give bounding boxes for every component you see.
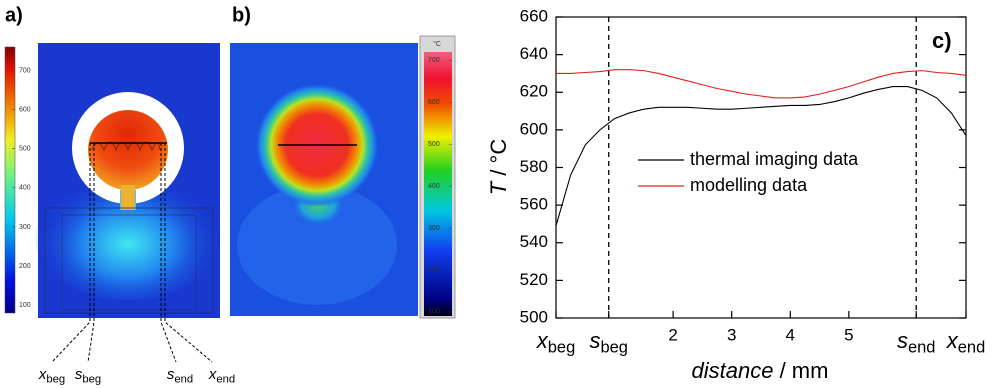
- colorbar-tick-label: 400: [19, 185, 31, 192]
- y-tick-label: 500: [520, 307, 548, 326]
- colorbar-tick-label: 700: [19, 67, 31, 74]
- x-tick-label-main: x: [536, 328, 549, 353]
- colorbar-tick-label: 500: [428, 141, 440, 148]
- y-tick-label: 540: [520, 232, 548, 251]
- y-axis-label-italic: T: [486, 180, 511, 195]
- legend-label: thermal imaging data: [690, 149, 859, 169]
- x-tick-label: xbeg: [536, 328, 576, 357]
- colorbar-tick-label: 100: [19, 302, 31, 309]
- colorbar-tick-label: 400: [428, 183, 440, 190]
- panel-label: a): [5, 4, 23, 26]
- x-tick-label-sub: end: [958, 339, 986, 357]
- y-tick-label: 620: [520, 82, 548, 101]
- colorbar-unit: °C: [433, 40, 441, 48]
- x-tick-label: 3: [727, 325, 736, 344]
- legend-label: modelling data: [690, 175, 808, 195]
- x-axis-label-rest: / mm: [773, 358, 828, 383]
- x-tick-label: xend: [946, 328, 986, 357]
- marker-label: xbeg: [38, 366, 65, 386]
- marker-label-sub: end: [216, 373, 235, 385]
- y-axis-label: T / °C: [486, 139, 511, 196]
- y-tick-label: 660: [520, 6, 548, 25]
- marker-label: send: [167, 366, 193, 386]
- colorbar-tick-label: 600: [428, 99, 440, 106]
- colorbar-tick-label: 200: [19, 263, 31, 270]
- marker-label-main: x: [208, 366, 217, 383]
- x-tick-label-sub: end: [908, 339, 936, 357]
- simulation-image: [4, 43, 223, 363]
- x-tick-label: 5: [844, 325, 853, 344]
- x-tick-label: sbeg: [589, 328, 628, 357]
- x-tick-label-sub: beg: [600, 339, 628, 357]
- marker-label-main: s: [167, 366, 175, 383]
- data-line: [556, 69, 967, 99]
- y-tick-label: 640: [520, 44, 548, 63]
- colorbar-tick-label: 300: [19, 224, 31, 231]
- data-line: [555, 86, 967, 226]
- x-tick-label: send: [897, 328, 936, 357]
- panel-label: b): [232, 4, 251, 26]
- colorbar-tick-label: 100: [428, 309, 440, 316]
- marker-label: sbeg: [75, 366, 101, 386]
- x-axis-label: distance / mm: [692, 358, 829, 383]
- colorbar-tick-label: 700: [428, 57, 440, 64]
- x-tick-label: 4: [786, 325, 795, 344]
- marker-label: xend: [208, 366, 235, 386]
- marker-label-sub: beg: [46, 373, 65, 385]
- marker-label-main: s: [75, 366, 83, 383]
- colorbar-tick-label: 300: [428, 225, 440, 232]
- y-tick-label: 580: [520, 157, 548, 176]
- colorbar-tick-label: 600: [19, 106, 31, 113]
- y-tick-label: 560: [520, 195, 548, 214]
- x-tick-label: 2: [668, 325, 677, 344]
- y-axis-label-rest: / °C: [486, 139, 511, 182]
- marker-label-sub: end: [174, 373, 193, 385]
- x-tick-label-main: s: [589, 328, 600, 353]
- thermal-image: [230, 35, 456, 319]
- colorbar-tick-label: 500: [19, 146, 31, 153]
- x-tick-label-main: x: [946, 328, 959, 353]
- x-axis-label-italic: distance: [692, 358, 774, 383]
- marker-label-main: x: [38, 366, 47, 383]
- y-tick-label: 520: [520, 270, 548, 289]
- y-tick-label: 600: [520, 119, 548, 138]
- colorbar-tick-label: 200: [428, 267, 440, 274]
- marker-label-sub: beg: [82, 373, 101, 385]
- x-tick-label-sub: beg: [548, 339, 576, 357]
- x-tick-label-main: s: [897, 328, 908, 353]
- panel-label: c): [932, 28, 952, 53]
